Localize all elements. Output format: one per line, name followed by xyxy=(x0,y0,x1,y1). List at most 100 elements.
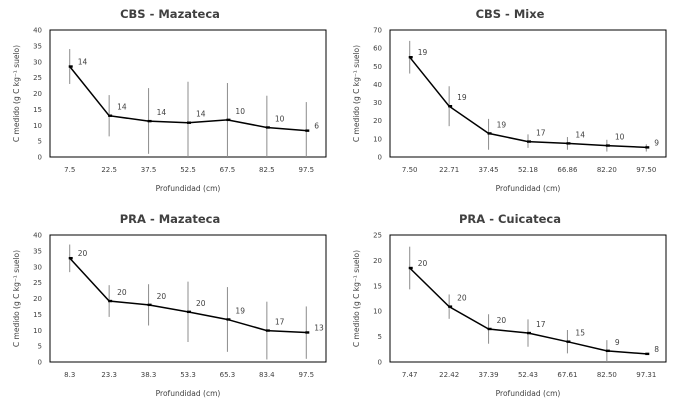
plot-area-border xyxy=(49,234,327,363)
y-tick-label: 60 xyxy=(373,45,382,53)
x-tick-label: 37.45 xyxy=(479,166,499,174)
data-point xyxy=(187,310,191,314)
data-label: 9 xyxy=(615,338,620,347)
data-point xyxy=(605,349,610,353)
y-tick-label: 15 xyxy=(33,106,42,114)
data-label: 14 xyxy=(117,103,127,112)
chart-pra-cuicateca: PRA - Cuicateca 0 5 10 15 20 25 7.47 22.42 37.39 5… xyxy=(340,205,680,405)
x-axis-label: Profundidad (cm) xyxy=(496,184,561,193)
chart-title: CBS - Mixe xyxy=(476,7,545,21)
y-tick-label: 0 xyxy=(38,359,42,367)
data-point xyxy=(527,331,531,335)
data-label: 17 xyxy=(536,320,546,329)
x-tick-label: 53.3 xyxy=(180,371,196,379)
chart-svg: CBS - Mixe 0 10 20 30 40 50 60 70 7.50 22.71 37.45 5… xyxy=(352,7,667,193)
y-tick-label: 20 xyxy=(373,117,382,125)
y-axis-label: C medido (g C kg⁻¹ suelo) xyxy=(12,250,21,347)
y-tick-label: 10 xyxy=(373,308,382,316)
y-tick-label: 30 xyxy=(33,58,42,66)
x-axis-label: Profundidad (cm) xyxy=(156,184,221,193)
data-label: 13 xyxy=(314,323,324,332)
data-point xyxy=(305,331,310,334)
data-point xyxy=(487,327,492,331)
y-tick-label: 0 xyxy=(378,359,382,367)
x-tick-label: 97.50 xyxy=(636,166,656,174)
data-point xyxy=(187,121,191,124)
y-tick-label: 15 xyxy=(373,282,382,290)
data-point xyxy=(305,129,310,132)
data-label: 17 xyxy=(536,129,546,138)
y-tick-label: 20 xyxy=(33,295,42,303)
data-label: 14 xyxy=(157,108,167,117)
y-tick-label: 35 xyxy=(33,42,42,50)
x-tick-label: 65.3 xyxy=(220,371,236,379)
data-point xyxy=(147,119,152,123)
y-tick-label: 70 xyxy=(373,27,382,35)
data-label: 8 xyxy=(654,345,659,354)
y-tick-label: 35 xyxy=(33,247,42,255)
data-point xyxy=(527,140,531,143)
data-point xyxy=(408,56,413,59)
y-tick-label: 5 xyxy=(38,138,42,146)
chart-pra-mazateca: PRA - Mazateca 0 5 10 15 20 25 30 35 40 8.3 23.3 38.… xyxy=(0,205,340,405)
y-tick-label: 0 xyxy=(38,154,42,162)
y-tick-label: 40 xyxy=(33,27,42,35)
y-tick-label: 25 xyxy=(33,279,42,287)
y-tick-label: 50 xyxy=(373,63,382,71)
y-axis-label: C medido (g C kg⁻¹ suelo) xyxy=(352,45,361,142)
y-tick-label: 20 xyxy=(33,90,42,98)
x-tick-label: 37.39 xyxy=(479,371,499,379)
data-point xyxy=(566,340,571,343)
x-tick-label: 52.18 xyxy=(518,166,538,174)
y-tick-label: 10 xyxy=(33,122,42,130)
y-tick-label: 25 xyxy=(373,232,382,240)
data-label: 14 xyxy=(196,110,206,119)
data-point xyxy=(68,65,73,68)
x-tick-label: 38.3 xyxy=(141,371,157,379)
data-label: 20 xyxy=(418,259,428,268)
y-tick-label: 15 xyxy=(33,311,42,319)
data-label: 10 xyxy=(615,133,625,142)
data-point xyxy=(605,144,610,147)
x-tick-label: 82.20 xyxy=(597,166,617,174)
data-point xyxy=(487,132,492,135)
chart-title: PRA - Mazateca xyxy=(120,212,221,226)
x-tick-label: 7.5 xyxy=(64,166,75,174)
y-tick-label: 25 xyxy=(33,74,42,82)
data-point xyxy=(226,118,231,122)
x-tick-label: 7.50 xyxy=(402,166,418,174)
x-tick-label: 52.5 xyxy=(180,166,196,174)
data-label: 6 xyxy=(314,122,319,131)
data-label: 10 xyxy=(275,114,285,123)
data-label: 19 xyxy=(235,306,245,315)
chart-svg: PRA - Cuicateca 0 5 10 15 20 25 7.47 22.42 37.39 5… xyxy=(352,212,667,398)
chart-title: PRA - Cuicateca xyxy=(459,212,561,226)
chart-svg: PRA - Mazateca 0 5 10 15 20 25 30 35 40 8.3 23.3 38.… xyxy=(12,212,327,398)
x-tick-label: 97.5 xyxy=(298,166,314,174)
y-tick-label: 40 xyxy=(33,232,42,240)
y-tick-label: 0 xyxy=(378,154,382,162)
y-tick-label: 10 xyxy=(373,135,382,143)
data-label: 9 xyxy=(654,138,659,147)
x-tick-label: 52.43 xyxy=(518,371,538,379)
data-label: 15 xyxy=(575,329,585,338)
data-point xyxy=(108,299,113,303)
data-label: 20 xyxy=(196,299,206,308)
x-tick-label: 82.5 xyxy=(259,166,275,174)
y-tick-label: 40 xyxy=(373,81,382,89)
data-point xyxy=(147,303,152,307)
data-point xyxy=(68,256,73,260)
x-tick-label: 67.5 xyxy=(220,166,236,174)
data-point xyxy=(645,146,650,149)
data-label: 14 xyxy=(78,58,88,67)
data-label: 20 xyxy=(117,288,127,297)
data-point xyxy=(645,352,650,356)
chart-cbs-mazateca: CBS - Mazateca 0 5 10 15 20 25 30 35 40 7.5 22.5 37.… xyxy=(0,0,340,200)
plot-area-border xyxy=(389,29,667,158)
data-point xyxy=(108,114,113,117)
data-label: 19 xyxy=(418,48,428,57)
x-tick-label: 82.50 xyxy=(597,371,617,379)
plot-area-border xyxy=(389,234,667,363)
data-point xyxy=(448,105,453,108)
data-point xyxy=(408,266,413,270)
